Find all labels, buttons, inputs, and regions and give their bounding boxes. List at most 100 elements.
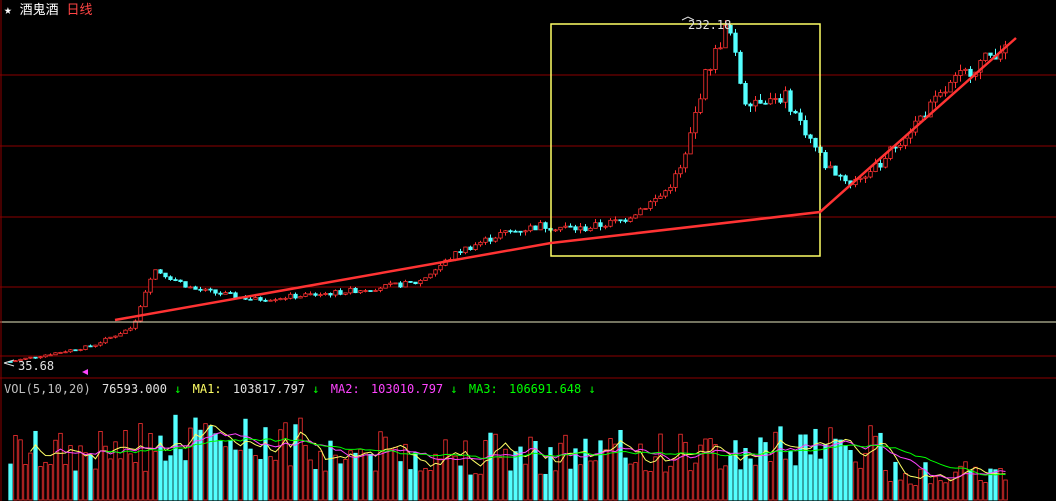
candle-body: [738, 51, 743, 84]
candle-body: [933, 95, 938, 103]
volume-bar: [823, 444, 828, 501]
volume-bar: [803, 434, 808, 501]
volume-bar: [188, 427, 193, 501]
volume-bar: [213, 433, 218, 501]
volume-bar: [313, 469, 318, 501]
candle-body: [628, 217, 633, 222]
volume-bar: [998, 467, 1003, 501]
volume-bar: [413, 452, 418, 501]
volume-bar: [553, 470, 558, 501]
volume-bar: [558, 442, 563, 501]
volume-bar: [913, 485, 918, 501]
volume-bar: [668, 465, 673, 501]
candle-body: [883, 158, 888, 168]
candle-body: [958, 70, 963, 76]
volume-bar: [338, 463, 343, 501]
volume-bar: [718, 468, 723, 501]
volume-bar: [378, 431, 383, 501]
volume-bar: [658, 433, 663, 501]
candle-body: [338, 290, 343, 295]
volume-bar: [368, 453, 373, 501]
volume-bar: [638, 443, 643, 501]
volume-ma-lines: [30, 424, 1006, 482]
volume-bar: [353, 452, 358, 501]
candle-body: [128, 327, 133, 331]
volume-bar: [953, 471, 958, 501]
svg-text:★ 酒鬼酒 日线: ★ 酒鬼酒 日线: [4, 2, 93, 18]
candle-body: [618, 219, 623, 222]
candle-body: [148, 278, 153, 293]
volume-bar: [968, 469, 973, 501]
candle-body: [773, 98, 778, 100]
ma1-line: [30, 424, 1006, 482]
volume-bar: [598, 440, 603, 501]
volume-bar: [143, 470, 148, 501]
candle-body: [218, 292, 223, 295]
volume-bar: [663, 471, 668, 501]
candle-body: [78, 349, 83, 351]
candle-body: [638, 208, 643, 216]
candle-body: [463, 246, 468, 254]
candle-body: [723, 25, 728, 49]
candle-body: [248, 298, 253, 301]
candle-body: [288, 293, 293, 299]
volume-bar: [808, 454, 813, 501]
volume-bar: [63, 463, 68, 501]
volume-bar: [833, 438, 838, 501]
volume-bar: [548, 447, 553, 501]
candle-body: [138, 306, 143, 322]
volume-bar: [648, 471, 653, 501]
volume-bar: [818, 458, 823, 501]
volume-bar: [698, 444, 703, 501]
volume-bar: [488, 432, 493, 501]
candle-body: [593, 222, 598, 229]
volume-bar: [223, 446, 228, 501]
volume-bar: [573, 448, 578, 501]
candle-body: [833, 165, 838, 176]
candle-body: [303, 293, 308, 297]
candle-body: [233, 292, 238, 299]
volume-bar: [13, 435, 18, 501]
candle-body: [403, 281, 408, 288]
volume-bar: [28, 452, 33, 501]
candle-body: [813, 137, 818, 148]
candle-body: [563, 225, 568, 228]
volume-bar: [623, 457, 628, 501]
highlight-box: [550, 23, 821, 257]
volume-bar: [138, 423, 143, 501]
volume-bar: [273, 459, 278, 501]
candle-body: [783, 90, 788, 103]
candle-body: [518, 230, 523, 233]
volume-bar: [68, 445, 73, 501]
candle-body: [953, 75, 958, 83]
volume-bar: [1003, 479, 1008, 501]
candle-body: [98, 342, 103, 346]
candle-body: [878, 162, 883, 168]
candle-body: [578, 226, 583, 231]
volume-bar: [523, 463, 528, 501]
volume-bar: [588, 460, 593, 501]
volume-bar: [948, 479, 953, 501]
volume-bar: [763, 442, 768, 501]
volume-bar: [503, 448, 508, 501]
candle-body: [413, 281, 418, 285]
candle-body: [788, 90, 793, 112]
volume-bar: [193, 417, 198, 501]
candle-body: [283, 297, 288, 300]
volume-bar: [758, 437, 763, 501]
volume-bar: [838, 439, 843, 501]
candle-body: [313, 293, 318, 296]
star-icon: ★: [4, 3, 12, 18]
volume-bar: [703, 438, 708, 501]
volume-bar: [433, 453, 438, 501]
volume-bar: [358, 448, 363, 501]
volume-bar: [873, 435, 878, 501]
volume-bar: [268, 456, 273, 501]
candle-body: [278, 298, 283, 301]
candle-body: [428, 273, 433, 279]
volume-bar: [343, 458, 348, 501]
candle-body: [28, 356, 33, 359]
candle-body: [48, 354, 53, 357]
volume-bar: [963, 461, 968, 501]
candle-body: [588, 227, 593, 232]
